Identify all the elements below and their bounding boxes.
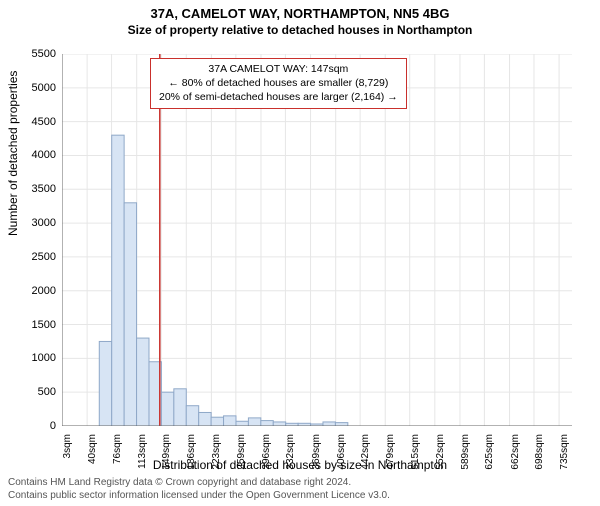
info-box-line: ← 80% of detached houses are smaller (8,…	[159, 76, 398, 90]
histogram-plot	[62, 54, 572, 426]
y-tick-label: 2000	[16, 285, 56, 297]
y-tick-label: 5000	[16, 82, 56, 94]
y-tick-label: 5500	[16, 48, 56, 60]
footer-line-1: Contains HM Land Registry data © Crown c…	[8, 476, 390, 489]
chart-area: 37A CAMELOT WAY: 147sqm← 80% of detached…	[62, 54, 572, 426]
y-tick-label: 3000	[16, 217, 56, 229]
y-tick-label: 4000	[16, 149, 56, 161]
y-tick-label: 2500	[16, 251, 56, 263]
chart-title-main: 37A, CAMELOT WAY, NORTHAMPTON, NN5 4BG	[0, 6, 600, 23]
info-box-line: 37A CAMELOT WAY: 147sqm	[159, 62, 398, 76]
y-tick-label: 500	[16, 386, 56, 398]
info-box-line: 20% of semi-detached houses are larger (…	[159, 90, 398, 104]
property-info-box: 37A CAMELOT WAY: 147sqm← 80% of detached…	[150, 58, 407, 109]
footer-line-2: Contains public sector information licen…	[8, 489, 390, 502]
y-tick-label: 4500	[16, 116, 56, 128]
footer-attribution: Contains HM Land Registry data © Crown c…	[8, 476, 390, 502]
x-axis-label: Distribution of detached houses by size …	[0, 458, 600, 472]
chart-title-sub: Size of property relative to detached ho…	[0, 23, 600, 39]
y-tick-label: 1000	[16, 352, 56, 364]
y-tick-label: 0	[16, 420, 56, 432]
y-tick-label: 1500	[16, 319, 56, 331]
y-tick-label: 3500	[16, 183, 56, 195]
